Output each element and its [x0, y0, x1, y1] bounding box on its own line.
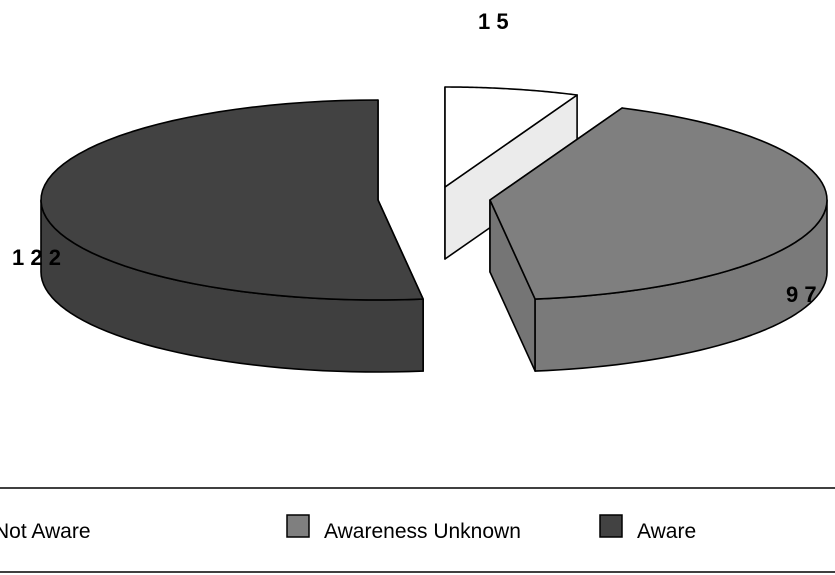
slice-awareness-unknown	[489, 107, 828, 372]
legend-item-not-aware: Not Aware	[0, 520, 91, 543]
data-label-aware: 1 2 2	[12, 245, 61, 270]
legend-label-aware: Aware	[637, 520, 696, 543]
slice-aware	[40, 99, 424, 373]
pie-slices	[40, 86, 828, 373]
legend-item-awareness-unknown: Awareness Unknown	[286, 514, 521, 543]
legend: Not Aware Awareness Unknown Aware	[0, 487, 835, 573]
legend-label-not-aware: Not Aware	[0, 520, 91, 543]
slice-not-aware	[444, 86, 578, 260]
legend-label-awareness-unknown: Awareness Unknown	[324, 520, 521, 543]
data-label-awareness-unknown: 9 7	[786, 282, 817, 307]
legend-swatch-aware	[599, 514, 623, 538]
legend-swatch-awareness-unknown	[286, 514, 310, 538]
data-label-not-aware: 1 5	[478, 9, 509, 34]
legend-item-aware: Aware	[599, 514, 696, 543]
